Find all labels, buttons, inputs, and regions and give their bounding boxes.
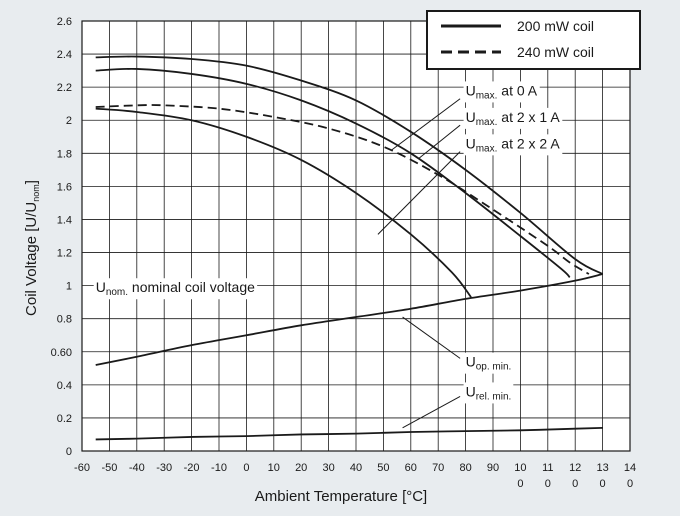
annotation-leaders [377, 98, 461, 429]
series-umax0a-200 [95, 55, 604, 275]
y-tick-label: 0.8 [57, 314, 72, 326]
x-tick-label: 40 [350, 462, 362, 474]
annotations: Umax. at 0 A Umax. at 2 x 1 A Umax. at 2 x… [93, 81, 563, 404]
x-tick-label: 0 [243, 462, 249, 474]
y-tick-label: 2.2 [57, 82, 72, 94]
ann-umax2x2: Umax. at 2 x 2 A [466, 135, 561, 154]
x-tick-label: 13 [596, 462, 608, 474]
series-urel-min [95, 426, 603, 441]
x-tick-label-wrap: 0 [572, 478, 578, 490]
ann-umax0a-bg [463, 81, 540, 103]
y-tick-label: 0.4 [57, 380, 72, 392]
series-lines [95, 55, 604, 441]
x-tick-label: 10 [514, 462, 526, 474]
x-tick-label: 60 [405, 462, 417, 474]
legend: 200 mW coil 240 mW coil [426, 10, 641, 70]
ann-uop: Uop. min. [466, 354, 512, 373]
x-tick-label-wrap: 0 [517, 478, 523, 490]
x-tick-label: 11 [542, 462, 553, 474]
y-tick-label: 1.8 [57, 148, 72, 160]
x-tick-label: 80 [459, 462, 471, 474]
x-tick-label: 20 [295, 462, 307, 474]
series-umax2x1-200 [95, 67, 571, 278]
legend-label-240mw: 240 mW coil [517, 44, 594, 60]
y-tick-label: 1 [66, 281, 72, 293]
series-uop-min [95, 273, 603, 366]
y-tick-label: 0.2 [57, 413, 72, 425]
x-tick-label-wrap: 0 [627, 478, 633, 490]
ann-uop-bg [463, 352, 514, 374]
leader-ann-uop [402, 316, 461, 359]
leader-ann-urel [402, 395, 461, 429]
x-tick-label: -50 [101, 462, 117, 474]
x-tick-label-wrap: 0 [545, 478, 551, 490]
ann-urel: Urel. min. [466, 383, 512, 402]
tick-labels: -60 -50 -40 -30 -20 -10 0 10 20 30 40 50 60 70 80 90 100… [51, 16, 637, 490]
x-tick-label: -10 [211, 462, 227, 474]
series-umax2x2-200 [95, 107, 472, 298]
x-tick-label: 14 [624, 462, 636, 474]
y-axis-title: Coil Voltage [U/Unom] [23, 180, 41, 316]
x-tick-label: -20 [184, 462, 200, 474]
x-tick-label: 30 [322, 462, 334, 474]
x-tick-label: 70 [432, 462, 444, 474]
ann-umax0a: Umax. at 0 A [466, 82, 538, 101]
y-axis-title-subscript: nom [31, 184, 41, 202]
leader-ann-umax0a [391, 98, 461, 151]
x-tick-label: -30 [156, 462, 172, 474]
leader-ann-umax2x1 [418, 124, 461, 159]
y-tick-label: 0 [66, 446, 72, 458]
legend-box [426, 10, 641, 70]
ann-umax2x2-bg [463, 134, 563, 156]
x-axis-title: Ambient Temperature [°C] [255, 488, 427, 505]
y-tick-label: 1.4 [57, 214, 72, 226]
x-tick-label: -40 [129, 462, 145, 474]
y-tick-label: 1.6 [57, 181, 72, 193]
y-tick-label: 2.4 [57, 49, 72, 61]
ann-urel-bg [463, 382, 514, 404]
ann-unom: Unom. nominal coil voltage [96, 279, 255, 298]
x-tick-label-wrap: 0 [600, 478, 606, 490]
leader-ann-umax2x2 [377, 151, 461, 235]
x-tick-label: -60 [74, 462, 90, 474]
y-tick-label: 1.2 [57, 248, 72, 260]
y-tick-label: 0.60 [51, 347, 72, 359]
x-tick-label: 12 [569, 462, 581, 474]
ann-umax2x1-bg [463, 107, 563, 129]
x-tick-label: 10 [268, 462, 280, 474]
series-umax0a-240 [95, 104, 590, 275]
ann-unom-bg [93, 278, 258, 300]
x-tick-label: 50 [377, 462, 389, 474]
y-tick-label: 2 [66, 115, 72, 127]
ann-umax2x1: Umax. at 2 x 1 A [466, 109, 561, 128]
legend-label-200mw: 200 mW coil [517, 18, 594, 34]
x-tick-label: 90 [487, 462, 499, 474]
y-tick-label: 2.6 [57, 16, 72, 28]
